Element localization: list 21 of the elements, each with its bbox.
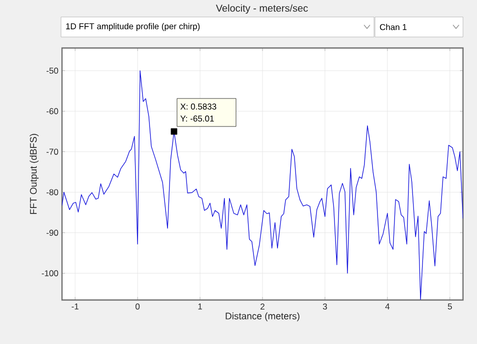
- y-tick-label: -100: [42, 270, 58, 276]
- y-tick-label: -70: [46, 148, 58, 155]
- text: 1D FFT amplitude profile (per chirp): [66, 23, 200, 31]
- y-tick-label: -60: [46, 108, 58, 114]
- x-tick-label: 3: [322, 304, 327, 310]
- x-tick-label: 5: [448, 304, 452, 310]
- x-axis-title: Distance (meters): [226, 312, 300, 322]
- text: Chan 1: [380, 24, 407, 30]
- x-tick-label: 0: [136, 304, 140, 310]
- y-tick-label: -90: [46, 230, 58, 236]
- x-tick-label: 4: [385, 304, 390, 310]
- y-axis-title: FFT Output (dBFS): [30, 134, 39, 214]
- x-tick-label: 2: [260, 304, 264, 310]
- line-series: [62, 70, 464, 300]
- x-tick-label: -1: [72, 304, 78, 310]
- y-tick-label: -50: [46, 68, 58, 74]
- y-tick-label: -80: [46, 189, 58, 196]
- annotation: X: 0.5833: [180, 104, 216, 110]
- annotation: Y: -65.01: [180, 116, 214, 122]
- x-tick-label: 1: [198, 304, 202, 310]
- chart-title: Velocity - meters/sec: [216, 4, 308, 14]
